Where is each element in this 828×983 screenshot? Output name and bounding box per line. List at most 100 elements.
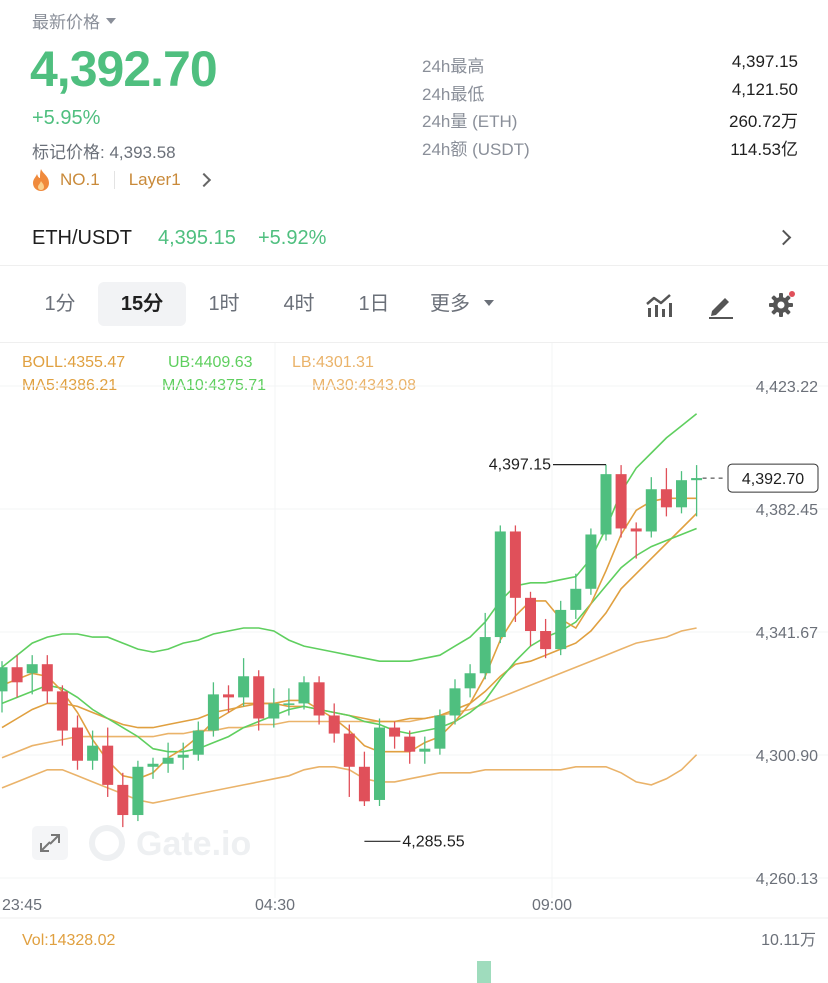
candle-body (102, 745, 114, 785)
watermark-text: Gate.io (136, 825, 251, 863)
candle-body (585, 534, 597, 589)
candle-body (223, 694, 234, 698)
tab-4h[interactable]: 4时 (283, 293, 315, 315)
candle (494, 525, 506, 644)
candle-body (358, 766, 370, 802)
x-tick-label: 23:45 (2, 897, 42, 914)
candle-body (56, 691, 68, 731)
candle-body (464, 673, 476, 689)
pair-price: 4,395.15 (158, 227, 236, 249)
candles (0, 464, 703, 828)
indicator-lines (1, 413, 698, 804)
watermark: Gate.io (89, 825, 251, 863)
candle (525, 591, 536, 647)
candle-body (313, 682, 325, 716)
candle (26, 655, 38, 695)
candle (0, 661, 8, 713)
tag-row[interactable]: NO.1 Layer1 (30, 168, 211, 192)
candle (509, 525, 521, 622)
last-price: 4,392.70 (30, 41, 218, 97)
candle (192, 721, 204, 761)
boll-upper-line (1, 413, 698, 668)
candle-body (404, 736, 416, 752)
candle (177, 742, 189, 770)
stat-low-label: 24h最低 (422, 85, 485, 104)
x-tick-label: 09:00 (532, 897, 572, 914)
candle-body (509, 531, 521, 598)
indicator-lb: LB:4301.31 (292, 354, 374, 371)
candle (87, 730, 99, 770)
candle (660, 468, 672, 517)
candle-body (479, 637, 491, 674)
candle-body (494, 531, 506, 638)
candle (162, 742, 174, 773)
candle-body (268, 703, 280, 719)
x-axis-labels: 23:45 04:30 09:00 (2, 897, 572, 914)
candle-body (238, 676, 250, 698)
chart-indicator-icon[interactable] (644, 290, 674, 320)
tab-15m[interactable]: 15分 (98, 282, 186, 326)
candle (253, 670, 265, 731)
candle-body (132, 766, 144, 816)
candle (645, 477, 657, 538)
tab-1h[interactable]: 1时 (208, 293, 240, 315)
candle (283, 688, 295, 716)
stat-high-value: 4,397.15 (731, 52, 798, 71)
pair-change: +5.92% (258, 227, 327, 249)
candle-body (449, 688, 461, 716)
candle-body (253, 676, 265, 719)
current-price-box (727, 463, 819, 493)
settings-gear-icon[interactable] (766, 290, 796, 320)
candle-body (419, 748, 431, 752)
current-price-label: 4,392.70 (742, 471, 804, 488)
candle (41, 655, 53, 704)
candle (691, 465, 703, 517)
candle (11, 655, 23, 698)
y-axis-labels: 4,423.22 4,382.45 4,341.67 4,300.90 4,260.13 (756, 379, 818, 888)
candle-body (283, 703, 295, 705)
candle-body (525, 597, 536, 632)
candle-body (600, 474, 612, 535)
candle (540, 618, 552, 659)
candle-body (555, 609, 567, 650)
candle-body (615, 474, 627, 529)
candle-body (630, 528, 642, 532)
low-annotation: 4,285.55 (402, 833, 464, 850)
candle-body (660, 489, 672, 508)
ma10-line (1, 527, 697, 753)
y-tick-label: 4,260.13 (756, 871, 818, 888)
candle (479, 612, 491, 680)
candle-body (434, 715, 446, 749)
candle (404, 730, 416, 764)
divider (0, 342, 828, 343)
tab-more[interactable]: 更多 (430, 293, 470, 315)
annotations: 4,397.15 4,285.55 4,392.70 (364, 457, 819, 850)
indicator-boll: BOLL:4355.47 (22, 354, 126, 371)
stat-amount-value: 114.53亿 (730, 140, 798, 159)
stat-volume-label: 24h量 (ETH) (422, 112, 518, 131)
candle (268, 688, 280, 728)
candle (464, 664, 476, 698)
candle-body (374, 727, 385, 800)
candle (600, 464, 612, 541)
candle-body (177, 754, 189, 758)
high-annotation: 4,397.15 (489, 457, 551, 474)
tag-divider (113, 171, 115, 189)
candle-body (389, 727, 401, 737)
price-label[interactable]: 最新价格 (32, 8, 116, 33)
candle-body (162, 757, 174, 764)
tab-1m[interactable]: 1分 (44, 293, 76, 315)
candlestick-chart[interactable]: Gate.io 4,397.15 4,285.55 4,392.70 4,423.2… (0, 343, 828, 983)
gate-logo-icon (89, 825, 125, 861)
candle-body (207, 694, 219, 731)
candle (343, 724, 355, 797)
y-tick-label: 4,341.67 (756, 625, 818, 642)
candle-body (117, 784, 129, 816)
candle-body (691, 478, 703, 481)
stat-amount-label: 24h额 (USDT) (422, 140, 530, 159)
draw-pen-icon[interactable] (706, 290, 736, 320)
change-percent: +5.95% (32, 107, 101, 129)
expand-button[interactable] (32, 826, 68, 860)
candle-body (26, 664, 38, 674)
tab-1d[interactable]: 1日 (358, 293, 390, 315)
